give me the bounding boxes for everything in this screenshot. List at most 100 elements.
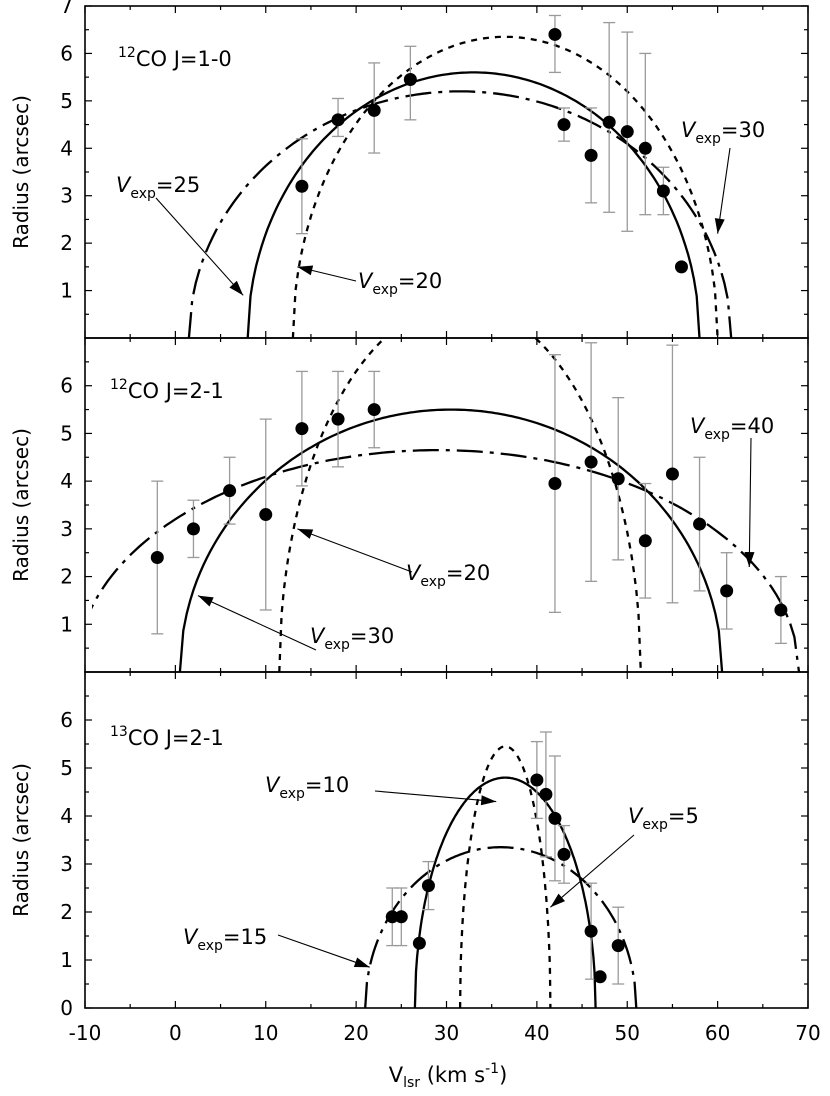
fit-curve-short-dash (278, 338, 642, 672)
data-point (665, 467, 679, 481)
vexp-value: =40 (730, 414, 774, 438)
data-point (530, 773, 544, 787)
data-point (557, 847, 571, 861)
y-tick-label: 4 (60, 804, 73, 828)
x-tick-label: 10 (253, 1021, 278, 1045)
panel-2-y-axis-label: Radius (arcsec) (9, 428, 33, 582)
panel-3-frame (84, 671, 809, 1009)
y-tick-label: 6 (60, 41, 73, 65)
y-tick-label: 0 (60, 996, 73, 1020)
data-point (548, 811, 562, 825)
data-point (611, 939, 625, 953)
data-point (620, 125, 634, 139)
y-tick-label: 4 (60, 136, 73, 160)
x-tick-label: 20 (343, 1021, 368, 1045)
arrow-head (550, 893, 566, 908)
x-tick-label: 70 (795, 1021, 820, 1045)
panel-1-y-axis-label: Radius (arcsec) (9, 95, 33, 249)
y-tick-label: 1 (60, 948, 73, 972)
data-point (539, 787, 553, 801)
fit-curve-solid (246, 71, 701, 338)
data-point (584, 148, 598, 162)
arrow-head (353, 957, 370, 968)
panel-3-y-axis-label: Radius (arcsec) (9, 763, 33, 917)
data-point (367, 403, 381, 417)
vexp-symbol: V (406, 561, 422, 585)
vexp-subscript: exp (420, 574, 446, 590)
x-tick-label: 30 (434, 1021, 459, 1045)
data-point-layer (150, 14, 788, 985)
x-axis-label: Vlsr (km s-1) (389, 1061, 508, 1091)
vexp-symbol: V (628, 804, 644, 828)
y-tick-label: 5 (60, 756, 73, 780)
vexp-annotation: Vexp=5 (628, 804, 699, 833)
vexp-subscript: exp (695, 131, 721, 147)
vexp-symbol: V (310, 624, 326, 648)
data-point (150, 550, 164, 564)
data-point (331, 412, 345, 426)
panel-3-curves (364, 745, 638, 1008)
data-point (593, 970, 607, 984)
panel-2-label: 12CO J=2-1 (110, 377, 224, 403)
data-point (720, 584, 734, 598)
data-point (638, 141, 652, 155)
y-tick-label: 1 (60, 279, 73, 303)
fit-curve-solid (178, 408, 724, 672)
data-point (259, 508, 273, 522)
data-point (385, 910, 399, 924)
panel-2-curves (92, 338, 801, 672)
vexp-subscript: exp (324, 637, 350, 653)
data-point (186, 522, 200, 536)
arrow-head (744, 551, 755, 568)
annotation-layer: Vexp=25Vexp=20Vexp=30Vexp=20Vexp=30Vexp=… (116, 118, 774, 968)
y-tick-label: 3 (60, 852, 73, 876)
y-tick-label: 3 (60, 517, 73, 541)
data-point (638, 534, 652, 548)
data-point (611, 472, 625, 486)
arrow-head (297, 528, 314, 539)
y-tick-label: 6 (60, 708, 73, 732)
vexp-annotation: Vexp=15 (183, 925, 267, 954)
vexp-subscript: exp (279, 786, 305, 802)
y-tick-label: 3 (60, 184, 73, 208)
fit-curve-long-dash (92, 448, 801, 672)
panel-1-label: 12CO J=1-0 (118, 45, 232, 71)
vexp-symbol: V (183, 925, 199, 949)
data-point (412, 936, 426, 950)
annotation-arrow (550, 834, 635, 908)
annotation-arrow (374, 790, 497, 803)
y-tick-label: 2 (60, 231, 73, 255)
arrow-head (714, 218, 725, 234)
data-point (674, 260, 688, 274)
arrow-head (297, 265, 314, 276)
data-point (693, 517, 707, 531)
data-point (548, 27, 562, 41)
fit-curve-solid (413, 776, 597, 1008)
data-point (421, 879, 435, 893)
panel-1-curves (187, 35, 733, 338)
data-point (403, 73, 417, 87)
vexp-annotation: Vexp=40 (690, 414, 774, 443)
annotation-arrow (155, 197, 244, 296)
vexp-value: =20 (446, 561, 490, 585)
data-point (548, 477, 562, 491)
vexp-value: =25 (156, 173, 200, 197)
y-tick-label: 2 (60, 565, 73, 589)
vexp-subscript: exp (704, 427, 730, 443)
data-point (394, 910, 408, 924)
vexp-annotation: Vexp=30 (681, 118, 765, 147)
vexp-value: =30 (721, 118, 765, 142)
data-point (584, 924, 598, 938)
fit-curve-short-dash (291, 35, 719, 338)
vexp-value: =30 (350, 624, 394, 648)
vexp-subscript: exp (642, 817, 668, 833)
x-tick-label: 40 (524, 1021, 549, 1045)
data-point (331, 113, 345, 127)
fit-curve-long-dash (187, 90, 733, 338)
data-point (656, 184, 670, 198)
y-tick-label: 2 (60, 900, 73, 924)
data-point (295, 422, 309, 436)
fit-curve-short-dash (458, 745, 552, 1008)
